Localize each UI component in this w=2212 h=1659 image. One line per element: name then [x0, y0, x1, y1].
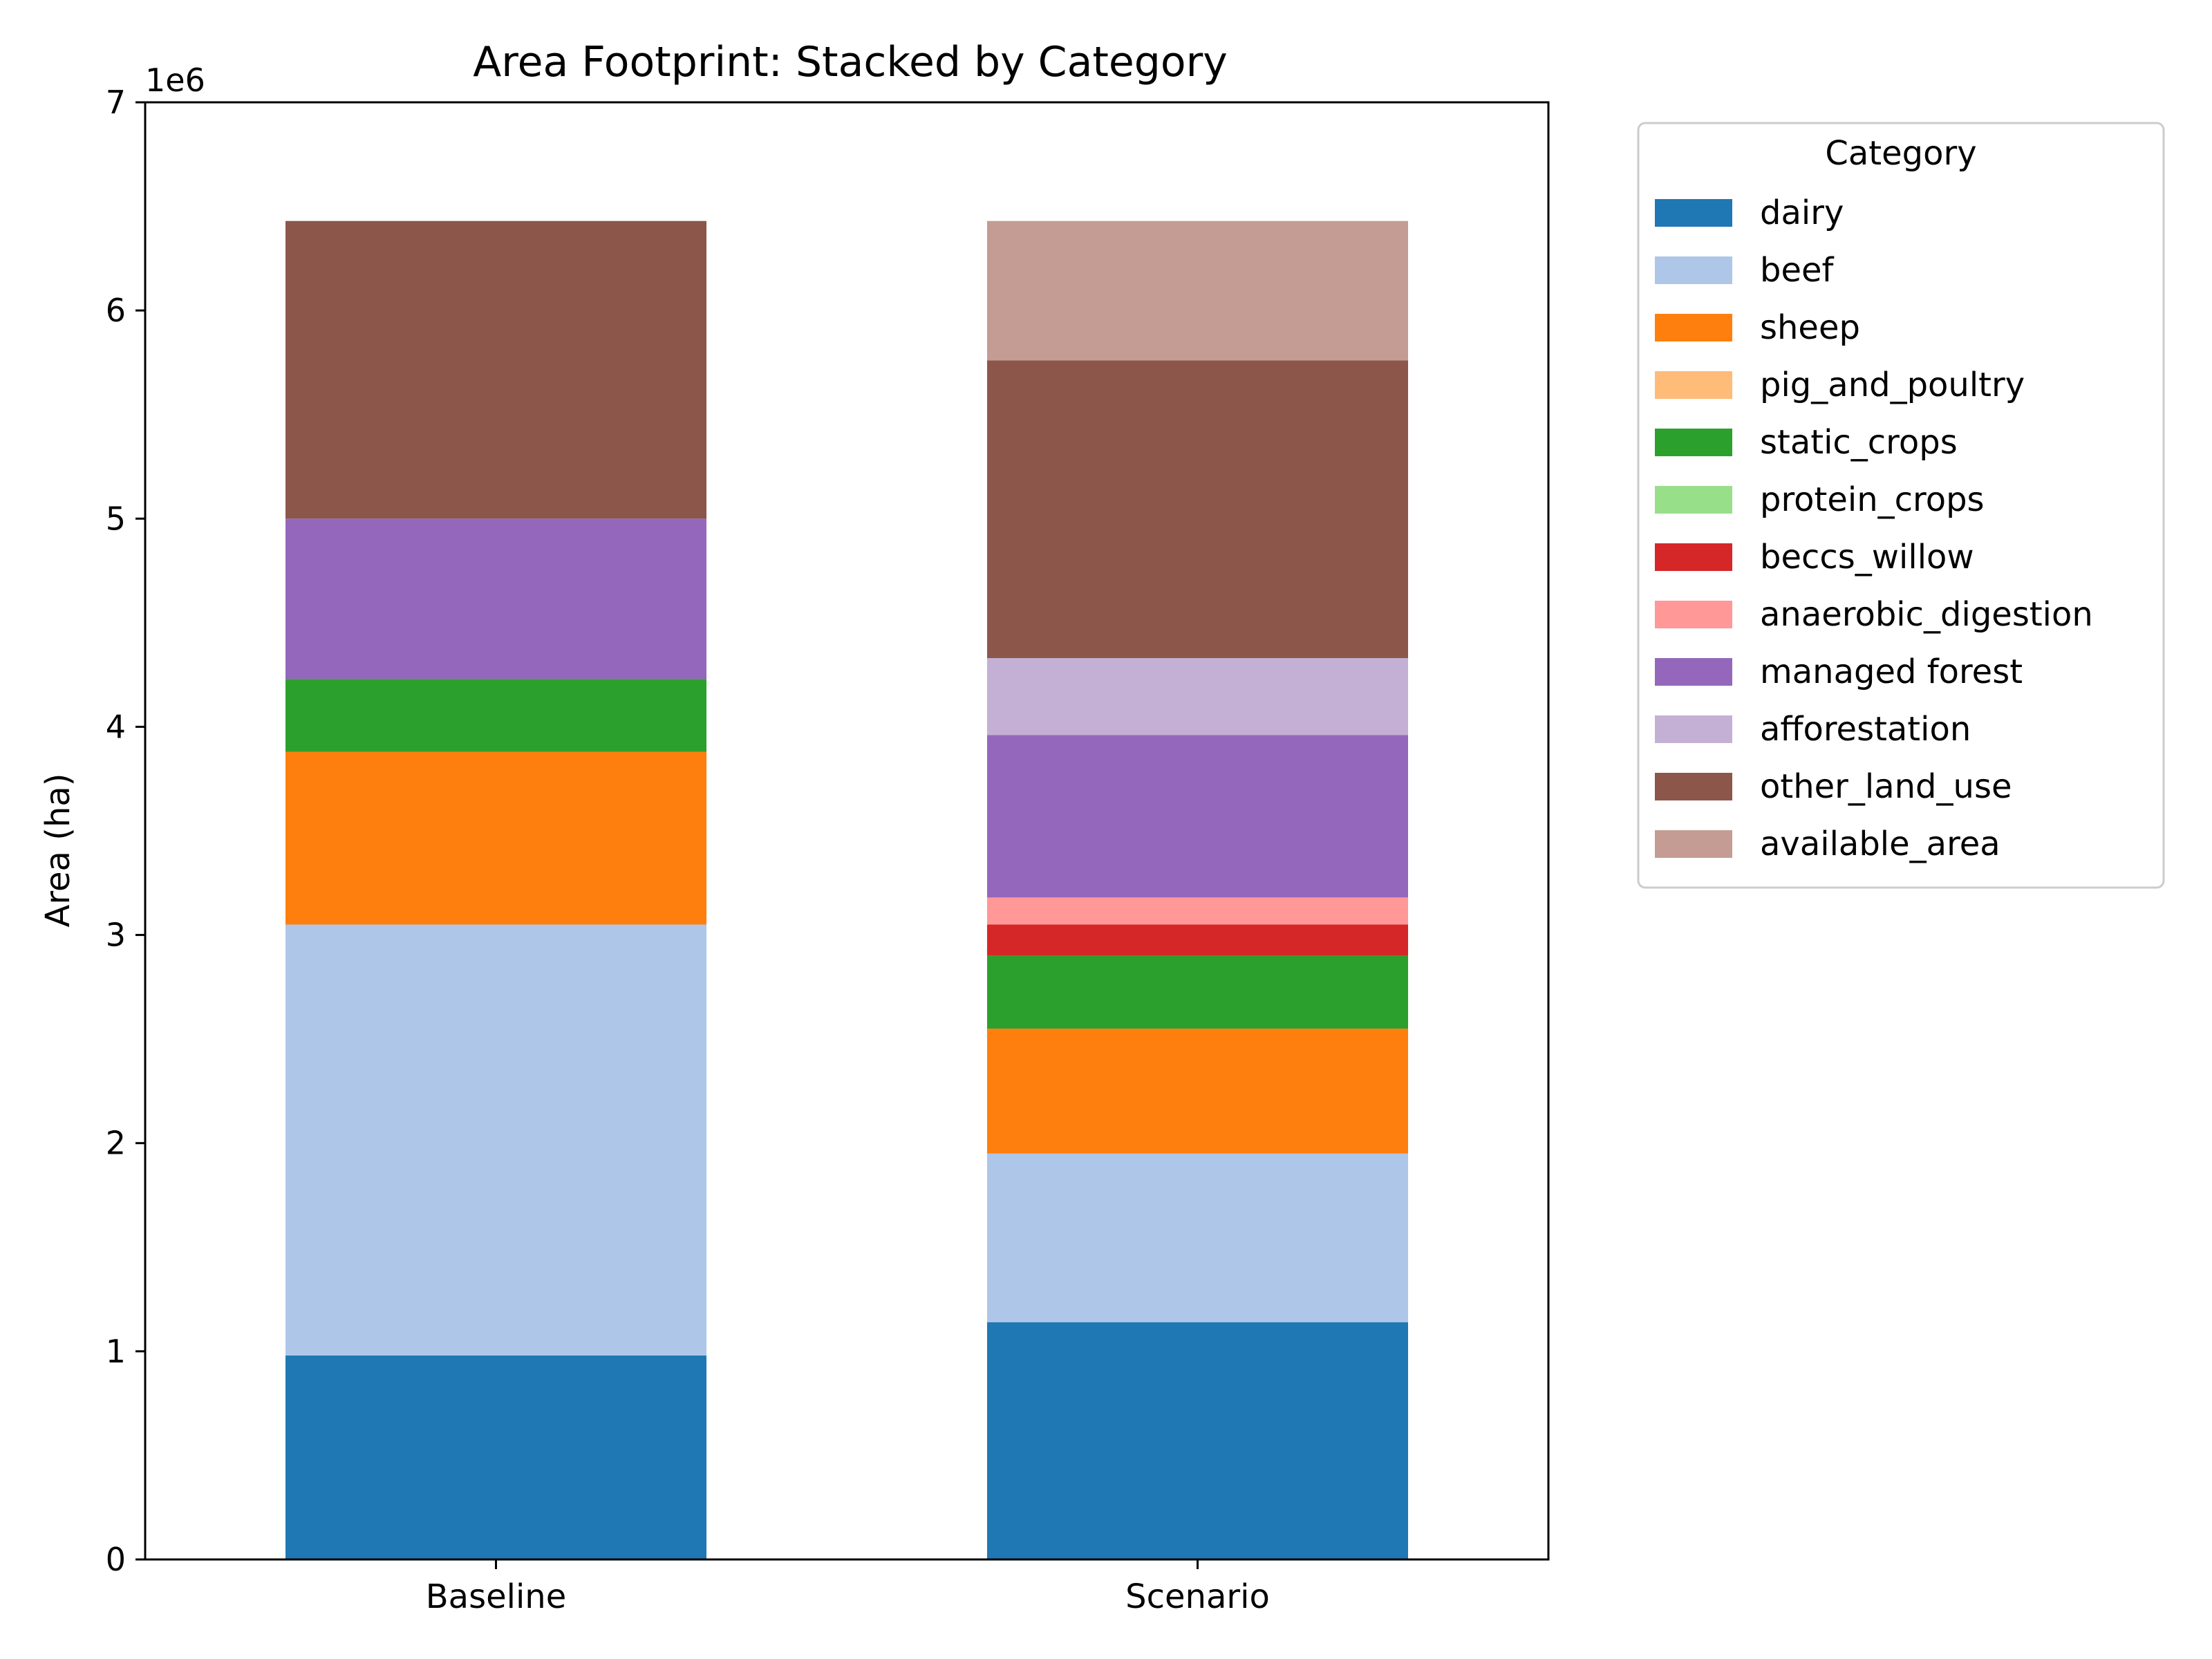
bar-segment-afforestation-scenario: [987, 658, 1408, 735]
bar-segment-other-land-use-scenario: [987, 360, 1408, 659]
y-axis-label: Area (ha): [39, 773, 77, 927]
legend-swatch: [1655, 199, 1732, 227]
bar-segment-sheep-baseline: [285, 751, 706, 925]
legend-label: dairy: [1760, 194, 1844, 232]
bar-segment-beef-baseline: [285, 924, 706, 1356]
legend-label: static_crops: [1760, 423, 1958, 462]
y-tick-label: 1: [106, 1333, 126, 1370]
legend-label: pig_and_poultry: [1760, 366, 2025, 404]
y-tick-label: 0: [106, 1541, 126, 1578]
legend-label: other_land_use: [1760, 767, 2012, 806]
legend-swatch: [1655, 773, 1732, 800]
y-tick-label: 6: [106, 292, 126, 329]
legend-label: anaerobic_digestion: [1760, 595, 2093, 634]
legend-label: beef: [1760, 251, 1835, 290]
bar-segment-managed-forest-scenario: [987, 735, 1408, 898]
y-tick-label: 3: [106, 917, 126, 954]
legend-label: available_area: [1760, 825, 2000, 863]
y-tick-label: 4: [106, 708, 126, 745]
legend-swatch: [1655, 371, 1732, 399]
plot-frame: [144, 101, 1550, 1561]
bar-segment-beef-scenario: [987, 1153, 1408, 1322]
bar-segment-static-crops-scenario: [987, 955, 1408, 1029]
bar-segment-beccs-willow-scenario: [987, 924, 1408, 956]
legend-swatch: [1655, 543, 1732, 571]
legend-swatch: [1655, 830, 1732, 858]
legend-label: sheep: [1760, 308, 1860, 347]
bar-segment-dairy-baseline: [285, 1355, 706, 1559]
bar-segment-static-crops-baseline: [285, 679, 706, 752]
axes-layer: 0 1 2 3 4 5 6 7 Baseline Scenario: [106, 84, 1550, 1616]
bar-segment-managed-forest-baseline: [285, 518, 706, 679]
legend-swatch: [1655, 486, 1732, 514]
bar-segment-other-land-use-baseline: [285, 221, 706, 519]
legend-swatch: [1655, 601, 1732, 628]
bar-segment-available-area-scenario: [987, 221, 1408, 361]
legend-swatch: [1655, 256, 1732, 284]
bars-layer: [285, 221, 1408, 1559]
legend-label: managed forest: [1760, 653, 2023, 691]
legend-swatch: [1655, 429, 1732, 456]
legend-label: afforestation: [1760, 710, 1971, 749]
y-tick-label: 7: [106, 84, 126, 121]
legend-swatch: [1655, 715, 1732, 743]
legend-box: [1637, 122, 2165, 889]
y-axis-offset-label: 1e6: [145, 62, 205, 99]
x-tick-label-scenario: Scenario: [1125, 1577, 1270, 1616]
legend-title: Category: [1825, 134, 1976, 173]
chart-title: Area Footprint: Stacked by Category: [473, 38, 1228, 86]
y-tick-label: 2: [106, 1125, 126, 1162]
bar-segment-anaerobic-digestion-scenario: [987, 897, 1408, 925]
x-tick-label-baseline: Baseline: [426, 1577, 567, 1616]
legend-swatch: [1655, 658, 1732, 686]
legend-swatch: [1655, 314, 1732, 341]
legend-label: protein_crops: [1760, 480, 1985, 519]
y-tick-label: 5: [106, 500, 126, 537]
legend: Category dairy beef sheep pig_and_poultrysta…: [1637, 122, 2165, 889]
bar-segment-dairy-scenario: [987, 1322, 1408, 1559]
bar-segment-sheep-scenario: [987, 1029, 1408, 1154]
legend-label: beccs_willow: [1760, 538, 1974, 577]
